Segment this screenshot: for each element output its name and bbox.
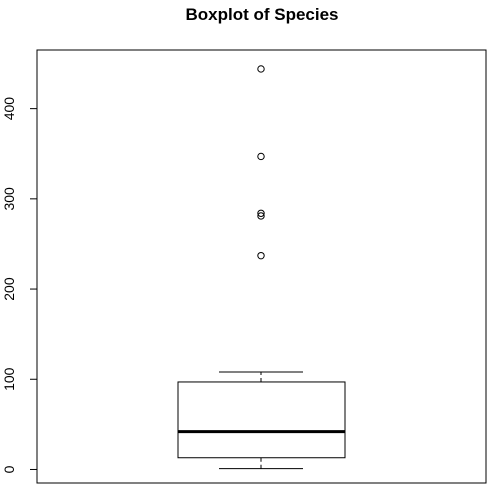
outlier-point (257, 212, 265, 220)
outlier-point (257, 152, 265, 161)
y-axis: 0 100 200 300 400 (1, 97, 38, 473)
y-tick-label: 400 (1, 97, 17, 121)
interquartile-box (177, 381, 346, 459)
plot-frame (36, 49, 487, 484)
box-group (177, 371, 346, 470)
y-tick-label: 200 (1, 277, 17, 301)
outlier-point (257, 209, 265, 217)
outlier-group (257, 65, 265, 260)
chart-title: Boxplot of Species (185, 5, 338, 24)
y-tick-label: 0 (1, 465, 17, 473)
outlier-point (257, 251, 265, 260)
outlier-point (257, 65, 265, 73)
y-tick-label: 100 (1, 367, 17, 391)
y-tick-label: 300 (1, 187, 17, 211)
